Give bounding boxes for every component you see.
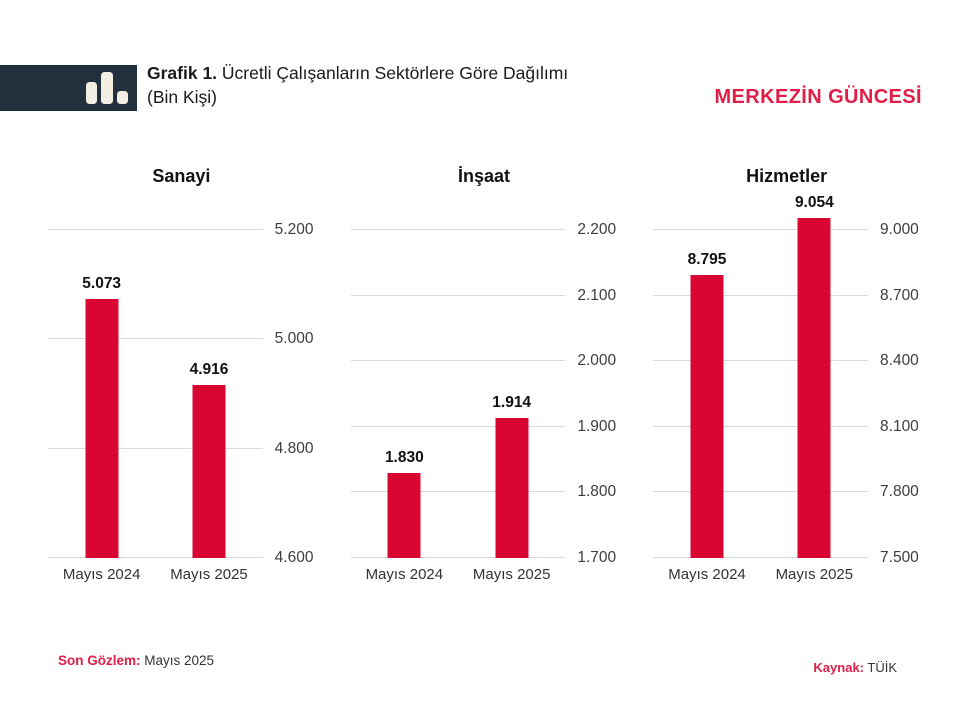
- y-tick-label: 8.100: [880, 417, 919, 435]
- y-tick-label: 1.800: [577, 483, 617, 501]
- plot-area: 8.795 9.054: [653, 194, 869, 558]
- y-tick-label: 2.200: [577, 221, 617, 238]
- plot-area: 5.073 4.916: [48, 229, 263, 558]
- brand-wordmark: MERKEZİN GÜNCESİ: [714, 86, 922, 108]
- bar-slot: 8.795: [653, 230, 760, 558]
- source-note: Kaynak: TÜİK: [813, 660, 897, 675]
- y-tick-label: 5.000: [274, 330, 314, 348]
- bar: [690, 274, 724, 558]
- gridline: [653, 360, 869, 362]
- logo: [0, 65, 137, 111]
- bar: [387, 472, 421, 558]
- y-tick-label: 1.900: [577, 417, 617, 435]
- y-tick-label: 2.100: [577, 286, 617, 304]
- bar: [495, 417, 529, 558]
- gridline: [350, 557, 566, 558]
- chart-panel-sanayi: Sanayi 5.073 4.916 4.600 4.800 5.000 5.200 Mayı…: [48, 160, 315, 583]
- gridline: [48, 229, 263, 230]
- y-tick-label: 8.400: [880, 352, 919, 370]
- bar: [85, 299, 119, 558]
- last-observation-value: Mayıs 2025: [140, 653, 215, 668]
- charts-area: Sanayi 5.073 4.916 4.600 4.800 5.000 5.200 Mayı…: [48, 160, 920, 583]
- bar-slot: 1.830: [351, 230, 458, 558]
- gridline: [653, 491, 869, 493]
- x-tick-label: Mayıs 2024: [668, 566, 746, 583]
- gridline: [653, 229, 869, 230]
- bar-slot: 1.914: [458, 230, 565, 558]
- gridline: [48, 447, 263, 449]
- x-axis: Mayıs 2024 Mayıs 2025: [48, 558, 263, 583]
- bar-slot: 5.073: [48, 230, 155, 558]
- y-tick-label: 7.500: [880, 549, 919, 566]
- chart-panel-i-n-aat: İnşaat 1.830 1.914 1.700 1.800 1.900 2.000 2.10…: [350, 160, 618, 583]
- gridline: [653, 557, 869, 558]
- chart-body: 1.830 1.914 1.700 1.800 1.900 2.000 2.100 2.200…: [350, 221, 618, 583]
- y-tick-label: 4.600: [274, 549, 314, 566]
- page-title-text: Ücretli Çalışanların Sektörlere Göre Dağ…: [217, 63, 569, 83]
- gridline: [48, 338, 263, 340]
- gridline: [48, 557, 263, 558]
- bar-value-label: 4.916: [189, 361, 229, 379]
- y-tick-label: 5.200: [274, 221, 314, 238]
- y-axis: 4.600 4.800 5.000 5.200: [263, 221, 315, 566]
- bar-value-label: 1.914: [492, 393, 532, 411]
- chart-title: Hizmetler: [746, 166, 828, 186]
- gridline: [350, 294, 566, 296]
- last-observation: Son Gözlem: Mayıs 2025: [58, 653, 214, 668]
- chart-title: İnşaat: [457, 166, 511, 186]
- bar-value-label: 1.830: [384, 448, 424, 466]
- x-axis: Mayıs 2024 Mayıs 2025: [351, 558, 566, 583]
- chart-body: 8.795 9.054 7.500 7.800 8.100 8.400 8.700 9.000…: [653, 194, 920, 583]
- source-label: Kaynak:: [813, 660, 864, 675]
- bar: [192, 385, 226, 558]
- gridline: [350, 425, 566, 427]
- source-value: TÜİK: [864, 660, 897, 675]
- x-tick-label: Mayıs 2025: [775, 566, 854, 583]
- page-subtitle: (Bin Kişi): [147, 87, 218, 107]
- gridline: [350, 491, 566, 493]
- chart-title: Sanayi: [152, 166, 211, 186]
- chart-body: 5.073 4.916 4.600 4.800 5.000 5.200 Mayıs 2024…: [48, 221, 315, 583]
- bar-chart-icon-bar: [86, 82, 97, 104]
- x-axis: Mayıs 2024 Mayıs 2025: [653, 558, 868, 583]
- bar-chart-icon-bar: [101, 72, 113, 104]
- page-title: Grafik 1. Ücretli Çalışanların Sektörler…: [147, 61, 568, 85]
- plot-area: 1.830 1.914: [350, 229, 566, 558]
- y-tick-label: 8.700: [880, 286, 919, 304]
- y-axis: 7.500 7.800 8.100 8.400 8.700 9.000: [868, 221, 920, 566]
- bar-chart-icon-bar: [117, 91, 128, 104]
- bar-slot: 9.054: [761, 194, 868, 558]
- bar-chart-icon: [86, 72, 128, 104]
- title-block: Grafik 1. Ücretli Çalışanların Sektörler…: [147, 61, 568, 109]
- bar: [797, 218, 831, 558]
- page-title-prefix: Grafik 1.: [147, 63, 218, 83]
- bar-value-label: 8.795: [687, 250, 727, 268]
- x-tick-label: Mayıs 2025: [472, 566, 551, 583]
- chart-panel-hizmetler: Hizmetler 8.795 9.054 7.500 7.800 8.100 8.400 8…: [653, 160, 920, 583]
- y-tick-label: 9.000: [880, 221, 919, 238]
- gridline: [653, 425, 869, 427]
- y-axis: 1.700 1.800 1.900 2.000 2.100 2.200: [565, 221, 617, 566]
- x-tick-label: Mayıs 2025: [170, 566, 248, 583]
- bar-value-label: 9.054: [794, 194, 834, 212]
- gridline: [350, 229, 566, 230]
- y-tick-label: 4.800: [274, 439, 314, 457]
- bar-slot: 4.916: [155, 230, 262, 558]
- y-tick-label: 2.000: [577, 352, 617, 370]
- bar-value-label: 5.073: [82, 275, 122, 293]
- gridline: [350, 360, 566, 362]
- gridline: [653, 294, 869, 296]
- x-tick-label: Mayıs 2024: [62, 566, 141, 583]
- y-tick-label: 7.800: [880, 483, 919, 501]
- x-tick-label: Mayıs 2024: [365, 566, 444, 583]
- y-tick-label: 1.700: [577, 549, 617, 566]
- last-observation-label: Son Gözlem:: [58, 653, 141, 668]
